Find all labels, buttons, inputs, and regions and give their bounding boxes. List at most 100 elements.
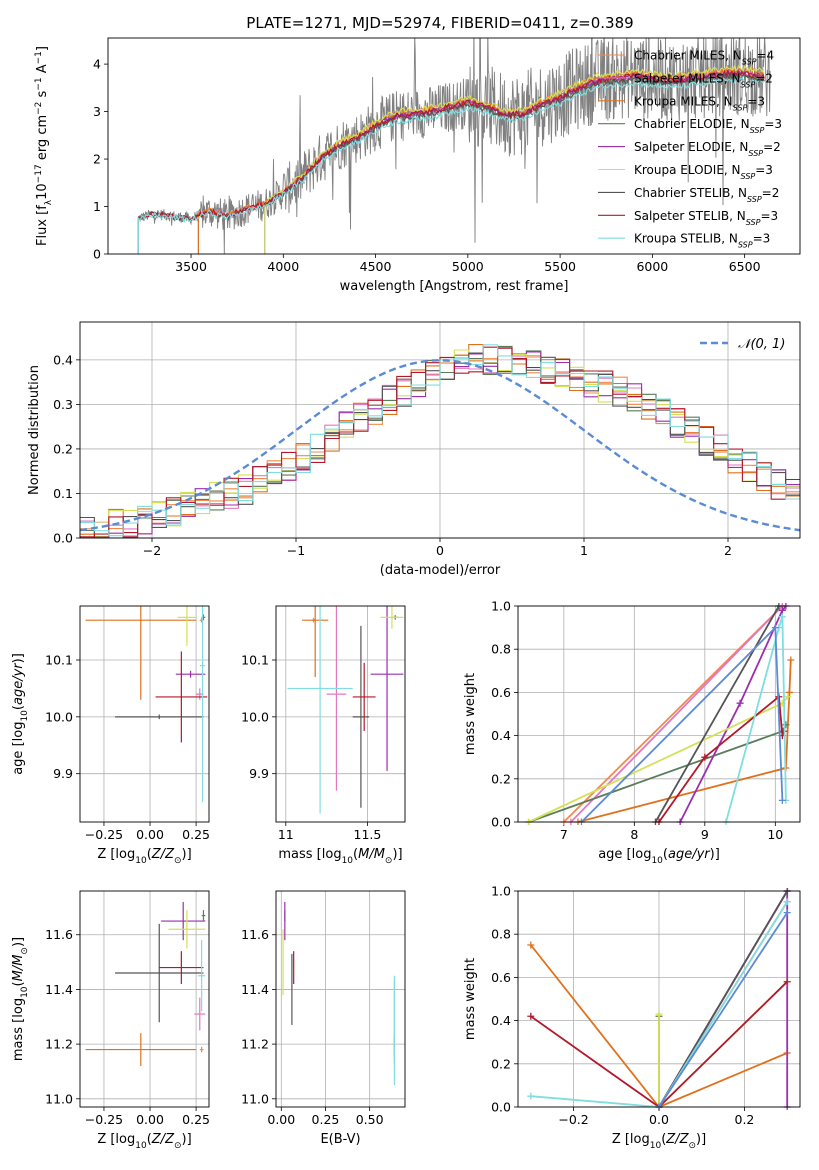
y-tick-label: 0.2 (53, 441, 73, 456)
y-tick-label: 0 (93, 247, 101, 262)
mass_vs_ebv-xlabel: E(B-V) (320, 1132, 360, 1147)
weight-marker (736, 699, 744, 707)
spectrum-xlabel: wavelength [Angstrom, rest frame] (340, 279, 569, 294)
x-tick-label: 0.25 (312, 1112, 340, 1127)
y-tick-label: 11.4 (241, 982, 269, 997)
residuals-axes: −2 −1 0 1 2 0.0 0.1 0.2 0.3 0.4 (53, 322, 800, 558)
y-tick-label: 0.4 (491, 728, 511, 743)
y-tick-label: 0.2 (491, 1056, 511, 1071)
weight_vs_age-ylabel: mass weight (463, 673, 478, 755)
y-tick-label: 10.1 (241, 653, 269, 668)
legend-label: Chabrier ELODIE, NSSP=3 (634, 117, 782, 135)
spectrum-legend: Chabrier MILES, NSSP=4 Salpeter MILES, NS… (598, 49, 782, 250)
x-tick-label: 0.25 (182, 1112, 210, 1127)
figure-title: PLATE=1271, MJD=52974, FIBERID=0411, z=0… (246, 14, 633, 32)
x-tick-label: 8 (630, 827, 638, 842)
weight-line (658, 912, 788, 1108)
x-tick-label: 5000 (452, 259, 484, 274)
age_vs_mass-axes: 11 11.5 9.9 10.0 10.1 (241, 606, 405, 842)
y-tick-label: 11.0 (45, 1091, 73, 1106)
x-tick-label: 4500 (360, 259, 392, 274)
x-tick-label: 6000 (636, 259, 668, 274)
y-tick-label: 3 (93, 104, 101, 119)
spectrum-axes: 3500 4000 4500 5000 5500 6000 6500 0 1 2 3 4 (93, 57, 761, 274)
y-tick-label: 0.0 (53, 531, 73, 546)
age_vs_Z-plot (85, 606, 208, 803)
mass_vs_ebv-plot (282, 901, 395, 1086)
x-tick-label: −0.25 (85, 827, 123, 842)
weight-marker (783, 909, 791, 917)
y-tick-label: 9.9 (249, 766, 269, 781)
weight-marker (778, 796, 786, 804)
x-tick-label: 10 (767, 827, 783, 842)
y-tick-label: 10.1 (45, 653, 73, 668)
y-tick-label: 9.9 (53, 766, 73, 781)
weight-marker (784, 693, 792, 701)
x-tick-label: 0.2 (735, 1112, 755, 1127)
age_vs_mass-frame (275, 605, 406, 823)
mass_vs_Z-plot (85, 901, 206, 1066)
y-tick-label: 1.0 (491, 884, 511, 899)
weight-marker (701, 753, 709, 761)
weight-marker (527, 1092, 535, 1100)
weight-line (577, 659, 792, 823)
weight-line (570, 605, 784, 823)
x-tick-label: −2 (143, 543, 161, 558)
legend-label: Salpeter ELODIE, NSSP=2 (634, 140, 781, 158)
x-tick-label: 7 (560, 827, 568, 842)
legend-label: Kroupa ELODIE, NSSP=3 (634, 163, 773, 181)
residuals-xlabel: (data-model)/error (380, 563, 501, 578)
x-tick-label: 3500 (175, 259, 207, 274)
weight_vs_Z-frame (517, 890, 801, 1108)
x-tick-label: 0.00 (267, 1112, 295, 1127)
legend-label: Chabrier STELIB, NSSP=2 (634, 186, 779, 204)
mass_vs_Z-xlabel: Z [log10(Z/Z⊙)] (97, 1132, 191, 1151)
age_vs_mass-plot (287, 606, 404, 814)
x-tick-label: −1 (287, 543, 305, 558)
y-tick-label: 10.0 (241, 709, 269, 724)
x-tick-label: 6500 (729, 259, 761, 274)
y-tick-label: 0.3 (53, 397, 73, 412)
legend-label: Chabrier MILES, NSSP=4 (634, 49, 774, 67)
x-tick-label: 5500 (544, 259, 576, 274)
x-tick-label: 0.25 (182, 827, 210, 842)
weight_vs_age-frame (517, 605, 801, 823)
weight-line (679, 605, 787, 823)
y-tick-label: 11.2 (45, 1037, 73, 1052)
x-tick-label: 9 (701, 827, 709, 842)
y-tick-label: 0.4 (53, 352, 73, 367)
y-tick-label: 0.8 (491, 927, 511, 942)
spectrum-frame (107, 37, 801, 255)
weight-marker (783, 898, 791, 906)
legend-label: Kroupa MILES, NSSP=3 (634, 94, 765, 112)
spectrum-model-line (137, 69, 765, 254)
weight-line (654, 605, 780, 823)
residuals-plot (80, 344, 800, 538)
y-tick-label: 0.0 (491, 1100, 511, 1115)
x-tick-label: 11 (278, 827, 294, 842)
x-tick-label: −0.2 (558, 1112, 588, 1127)
spectrum-model-line (137, 76, 765, 254)
x-tick-label: 0.00 (136, 1112, 164, 1127)
legend-label: 𝒩(0, 1) (738, 337, 785, 352)
y-tick-label: 11.6 (45, 927, 73, 942)
histogram-step (80, 344, 800, 537)
y-tick-label: 11.6 (241, 927, 269, 942)
y-tick-label: 0.2 (491, 771, 511, 786)
mass_vs_ebv-frame (275, 890, 406, 1108)
weight-marker (783, 978, 791, 986)
weight-line (658, 694, 785, 823)
mass_vs_Z-frame (79, 890, 210, 1108)
age_vs_Z-ylabel: age [log10(age/yr)] (11, 653, 30, 775)
spectrum-data-line (137, 38, 771, 254)
y-tick-label: 0.6 (491, 970, 511, 985)
residuals-ylabel: Normed distribution (27, 365, 42, 495)
legend-label: Kroupa STELIB, NSSP=3 (634, 232, 770, 250)
y-tick-label: 11.2 (241, 1037, 269, 1052)
y-tick-label: 11.4 (45, 982, 73, 997)
y-tick-label: 11.0 (241, 1091, 269, 1106)
x-tick-label: 2 (724, 543, 732, 558)
x-tick-label: 11.5 (354, 827, 382, 842)
weight-marker (787, 656, 795, 664)
normal-curve-line (80, 359, 800, 532)
